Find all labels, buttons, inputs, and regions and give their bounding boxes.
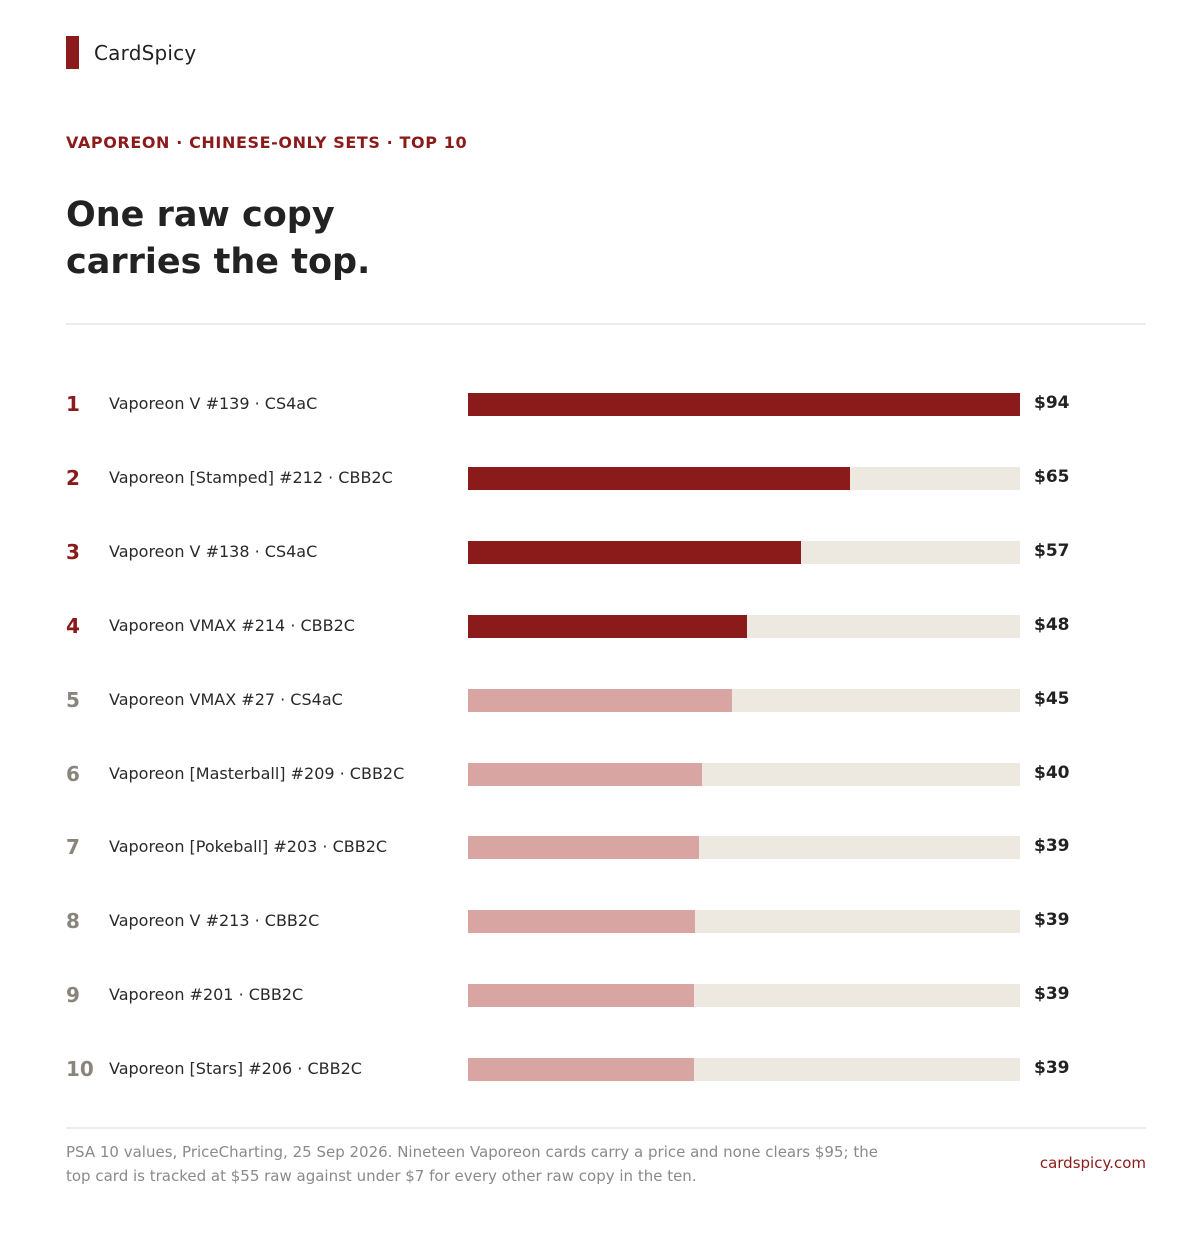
bar [468,984,695,1008]
bar-row: 3 Vaporeon V #138 · CS4aC $57 [0,532,1200,572]
bar-row: 1 Vaporeon V #139 · CS4aC $94 [0,384,1200,424]
card-name-label: Vaporeon #201 · CBB2C [109,985,304,1005]
rank-number: 10 [66,1057,94,1082]
value-label: $39 [1034,910,1070,931]
card-name-label: Vaporeon [Pokeball] #203 · CBB2C [109,837,388,857]
rank-number: 9 [66,983,80,1008]
brand: CardSpicy [66,36,196,69]
value-label: $94 [1034,393,1070,413]
divider-top [66,323,1146,325]
value-label: $39 [1034,836,1070,857]
chart-headline: One raw copy carries the top. [66,192,766,286]
bar-row: 9 Vaporeon #201 · CBB2C $39 [0,975,1200,1015]
bar-track [468,984,1020,1008]
value-label: $39 [1034,1058,1070,1079]
rank-number: 3 [66,539,80,564]
chart-kicker: VAPOREON · CHINESE-ONLY SETS · TOP 10 [66,133,468,152]
bar [468,393,1020,416]
bar [468,688,733,712]
footnote: PSA 10 values, PriceCharting, 25 Sep 202… [66,1143,878,1185]
bar [468,762,703,786]
rank-number: 2 [66,465,80,490]
card-name-label: Vaporeon [Stars] #206 · CBB2C [109,1059,362,1079]
bar-track [468,614,1020,638]
card-name-label: Vaporeon V #139 · CS4aC [109,394,318,413]
bar-row: 6 Vaporeon [Masterball] #209 · CBB2C $40 [0,754,1200,794]
bar-row: 10 Vaporeon [Stars] #206 · CBB2C $39 [0,1049,1200,1089]
rank-number: 6 [66,761,80,786]
rank-number: 8 [66,909,80,934]
rank-number: 7 [66,835,80,860]
value-label: $48 [1034,614,1070,635]
bar [468,836,699,860]
bar-track [468,466,1020,490]
bar-track [468,1058,1020,1082]
bar [468,540,801,564]
bar-track [468,836,1020,860]
bar [468,614,747,638]
bar-row: 4 Vaporeon VMAX #214 · CBB2C $48 [0,606,1200,646]
bar-row: 2 Vaporeon [Stamped] #212 · CBB2C $65 [0,458,1200,498]
bar-row: 5 Vaporeon VMAX #27 · CS4aC $45 [0,680,1200,720]
bar-track [468,910,1020,934]
value-label: $57 [1034,540,1070,561]
card-name-label: Vaporeon [Stamped] #212 · CBB2C [109,467,393,487]
card-name-label: Vaporeon VMAX #214 · CBB2C [109,615,355,635]
brand-logo-mark [66,36,79,69]
card-name-label: Vaporeon V #213 · CBB2C [109,911,320,931]
bar-row: 7 Vaporeon [Pokeball] #203 · CBB2C $39 [0,827,1200,867]
headline-line-2: carries the top. [66,242,371,282]
divider-bottom [66,1127,1146,1129]
bar-track [468,688,1020,712]
bar-track [468,540,1020,564]
rank-number: 1 [66,392,80,416]
card-name-label: Vaporeon VMAX #27 · CS4aC [109,689,343,709]
value-label: $39 [1034,984,1070,1005]
rank-number: 4 [66,613,80,638]
headline-line-1: One raw copy [66,195,335,235]
bar-track [468,762,1020,786]
bar-track [468,393,1020,416]
value-label: $65 [1034,466,1070,487]
rank-number: 5 [66,687,80,712]
bar [468,910,696,934]
card-name-label: Vaporeon V #138 · CS4aC [109,541,318,561]
value-label: $40 [1034,762,1070,783]
bar-row: 8 Vaporeon V #213 · CBB2C $39 [0,901,1200,941]
brand-name: CardSpicy [94,40,197,65]
bar [468,466,850,490]
site-link[interactable]: cardspicy.com [1039,1154,1146,1172]
value-label: $45 [1034,688,1070,709]
card-name-label: Vaporeon [Masterball] #209 · CBB2C [109,763,405,783]
bar [468,1058,695,1082]
